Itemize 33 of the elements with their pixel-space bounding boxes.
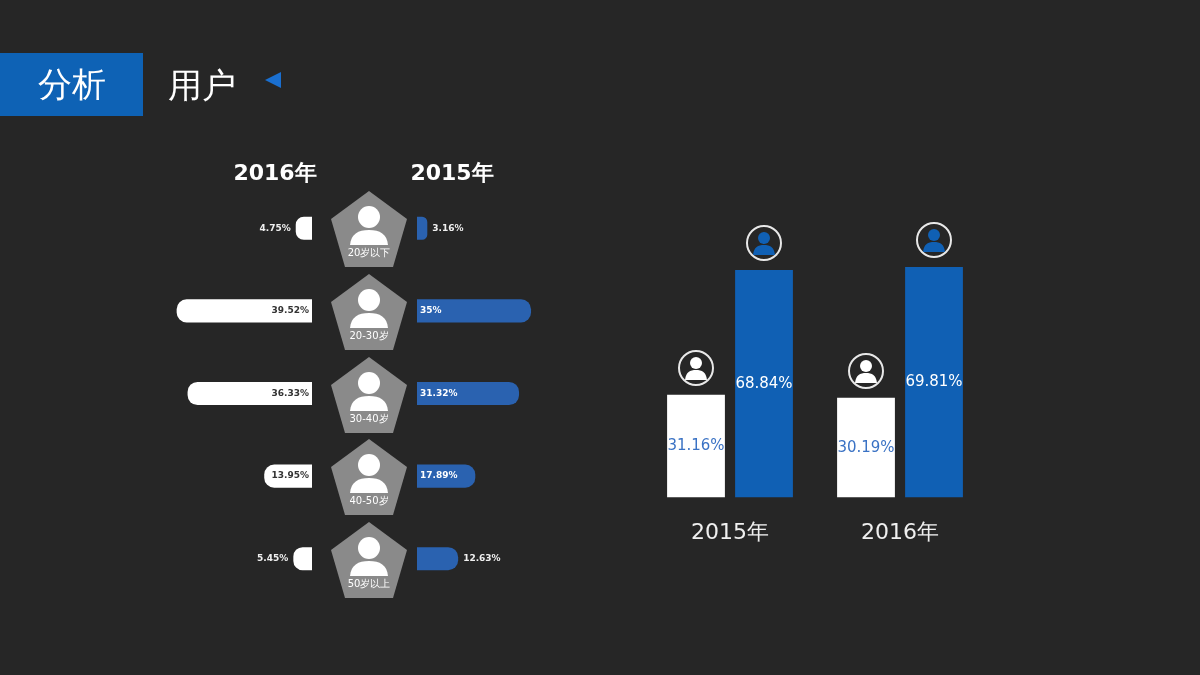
data-label: 35% [420,305,442,316]
data-label: 31.16% [667,436,725,455]
data-label: 31.32% [420,387,458,398]
data-label: 5.45% [257,553,289,564]
data-label: 3.16% [432,222,464,233]
data-label: 39.52% [271,305,309,316]
data-label: 68.84% [735,373,793,392]
data-label: 4.75% [259,222,291,233]
category-label: 40-50岁 [349,495,389,507]
bar [417,547,459,571]
bar [837,397,895,498]
data-label: 17.89% [420,470,458,481]
chart-title: 2015年 [409,159,495,187]
bar [905,266,963,498]
category-label: 30-40岁 [349,412,389,424]
bar [176,299,312,323]
text: 分析 [0,53,143,116]
bar [667,394,725,498]
text: 用户 [168,64,236,107]
bar [417,299,532,323]
category-label: 50岁以上 [347,577,391,589]
bar [417,216,428,240]
category-label: 20岁以下 [347,247,391,259]
bar [735,270,793,498]
data-label: 69.81% [905,372,963,391]
chart-title: 2016年 [232,159,318,187]
data-label: 36.33% [271,387,309,398]
data-label: 30.19% [837,437,895,456]
bar [187,381,312,406]
data-label: 13.95% [271,470,309,481]
category-label: 20-30岁 [349,329,389,341]
bar [417,381,520,406]
data-label: 12.63% [463,553,501,564]
